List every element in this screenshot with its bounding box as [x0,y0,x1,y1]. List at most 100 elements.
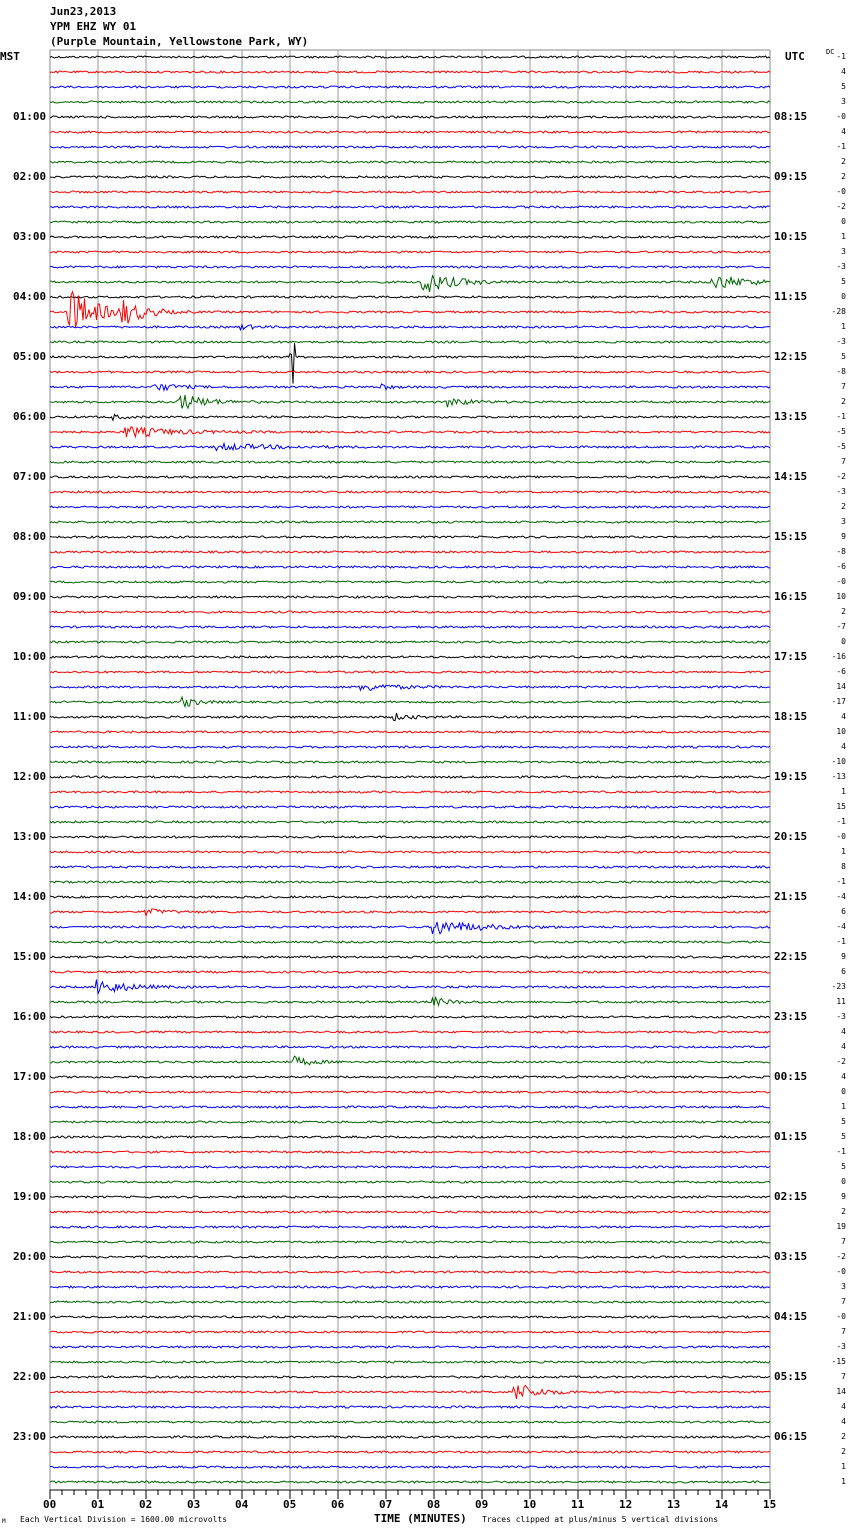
trace-62 [49,979,771,996]
trace-39 [49,640,771,644]
dc-offset-label: -2 [836,472,846,481]
dc-offset-label: 6 [841,907,846,916]
dc-offset-label: 4 [841,1417,846,1426]
trace-10 [49,205,770,209]
dc-offset-label: -8 [836,367,846,376]
mst-hour-label: 08:00 [13,530,47,543]
trace-13 [49,250,771,254]
dc-offset-label: -5 [836,427,846,436]
utc-hour-label: 08:15 [774,110,808,123]
trace-49 [49,790,771,794]
x-tick-label: 13 [667,1498,681,1511]
dc-offset-label: 2 [841,1432,846,1441]
trace-15 [49,274,771,293]
trace-89 [49,1384,771,1400]
trace-59 [49,940,771,944]
x-tick-label: 03 [187,1498,201,1511]
mst-hour-label: 21:00 [13,1310,47,1323]
mst-hour-label: 17:00 [13,1070,47,1083]
trace-25 [49,425,771,439]
mst-hour-label: 20:00 [13,1250,47,1263]
scale-note: Each Vertical Division = 1600.00 microvo… [20,1515,228,1524]
trace-70 [49,1105,771,1109]
trace-40 [49,655,771,659]
utc-hour-label: 22:15 [774,950,808,963]
dc-offset-label: -13 [831,772,846,781]
x-tick-label: 04 [235,1498,249,1511]
trace-65 [49,1030,771,1034]
dc-offset-label: -2 [836,202,846,211]
utc-hour-label: 18:15 [774,710,808,723]
dc-offset-label: 7 [841,1237,846,1246]
trace-80 [49,1255,771,1259]
dc-offset-label: -1 [836,52,846,61]
x-tick-label: 09 [475,1498,489,1511]
utc-hour-label: 11:15 [774,290,808,303]
dc-offset-label: 1 [841,232,846,241]
trace-75 [50,1180,771,1184]
trace-88 [49,1375,771,1379]
trace-84 [49,1315,770,1319]
mst-hour-label: 11:00 [13,710,47,723]
mst-hour-label: 13:00 [13,830,47,843]
trace-69 [49,1090,771,1094]
mst-hour-label: 09:00 [13,590,47,603]
dc-offset-label: -1 [836,1147,846,1156]
dc-title: DC [826,48,835,56]
trace-91 [49,1420,771,1424]
trace-20 [49,343,771,384]
trace-21 [49,370,771,374]
trace-38 [49,625,771,629]
trace-79 [49,1240,771,1244]
dc-offset-label: -6 [836,562,846,571]
dc-offset-label: 1 [841,1477,846,1486]
trace-6 [49,145,771,149]
trace-90 [49,1405,771,1409]
trace-86 [49,1345,771,1349]
dc-offset-label: 14 [836,682,846,691]
trace-68 [49,1075,771,1079]
dc-offset-label: -0 [836,112,846,121]
dc-offset-label: 0 [841,1177,846,1186]
trace-28 [49,475,771,479]
dc-offset-label: 10 [836,727,846,736]
trace-24 [49,413,771,422]
trace-53 [49,850,771,854]
utc-hour-label: 17:15 [774,650,808,663]
trace-44 [49,712,771,722]
dc-offset-label: 6 [841,967,846,976]
x-tick-label: 14 [715,1498,729,1511]
dc-offset-label: -1 [836,877,846,886]
trace-14 [49,265,771,269]
dc-offset-label: -2 [836,1252,846,1261]
trace-71 [49,1120,771,1124]
mst-hour-label: 05:00 [13,350,47,363]
dc-offset-label: -6 [836,667,846,676]
dc-offset-label: 7 [841,1327,846,1336]
dc-offset-label: 11 [836,997,846,1006]
mst-hour-label: 19:00 [13,1190,47,1203]
mst-hour-label: 06:00 [13,410,47,423]
trace-34 [49,565,771,569]
trace-57 [50,908,771,918]
mst-hour-label: 18:00 [13,1130,47,1143]
trace-58 [49,921,771,935]
dc-offset-label: -16 [831,652,846,661]
trace-11 [49,220,771,224]
mst-hour-label: 15:00 [13,950,47,963]
left-axis-title: MST [0,50,20,63]
dc-offset-label: 9 [841,952,846,961]
utc-hour-label: 13:15 [774,410,808,423]
utc-hour-label: 15:15 [774,530,808,543]
trace-9 [49,190,771,194]
dc-offset-label: 0 [841,217,846,226]
dc-offset-label: 4 [841,1072,846,1081]
trace-77 [49,1210,771,1214]
dc-offset-label: 9 [841,532,846,541]
dc-offset-label: 1 [841,1102,846,1111]
dc-offset-label: 2 [841,397,846,406]
trace-76 [49,1195,771,1199]
dc-offset-label: 8 [841,862,846,871]
trace-46 [49,745,771,749]
